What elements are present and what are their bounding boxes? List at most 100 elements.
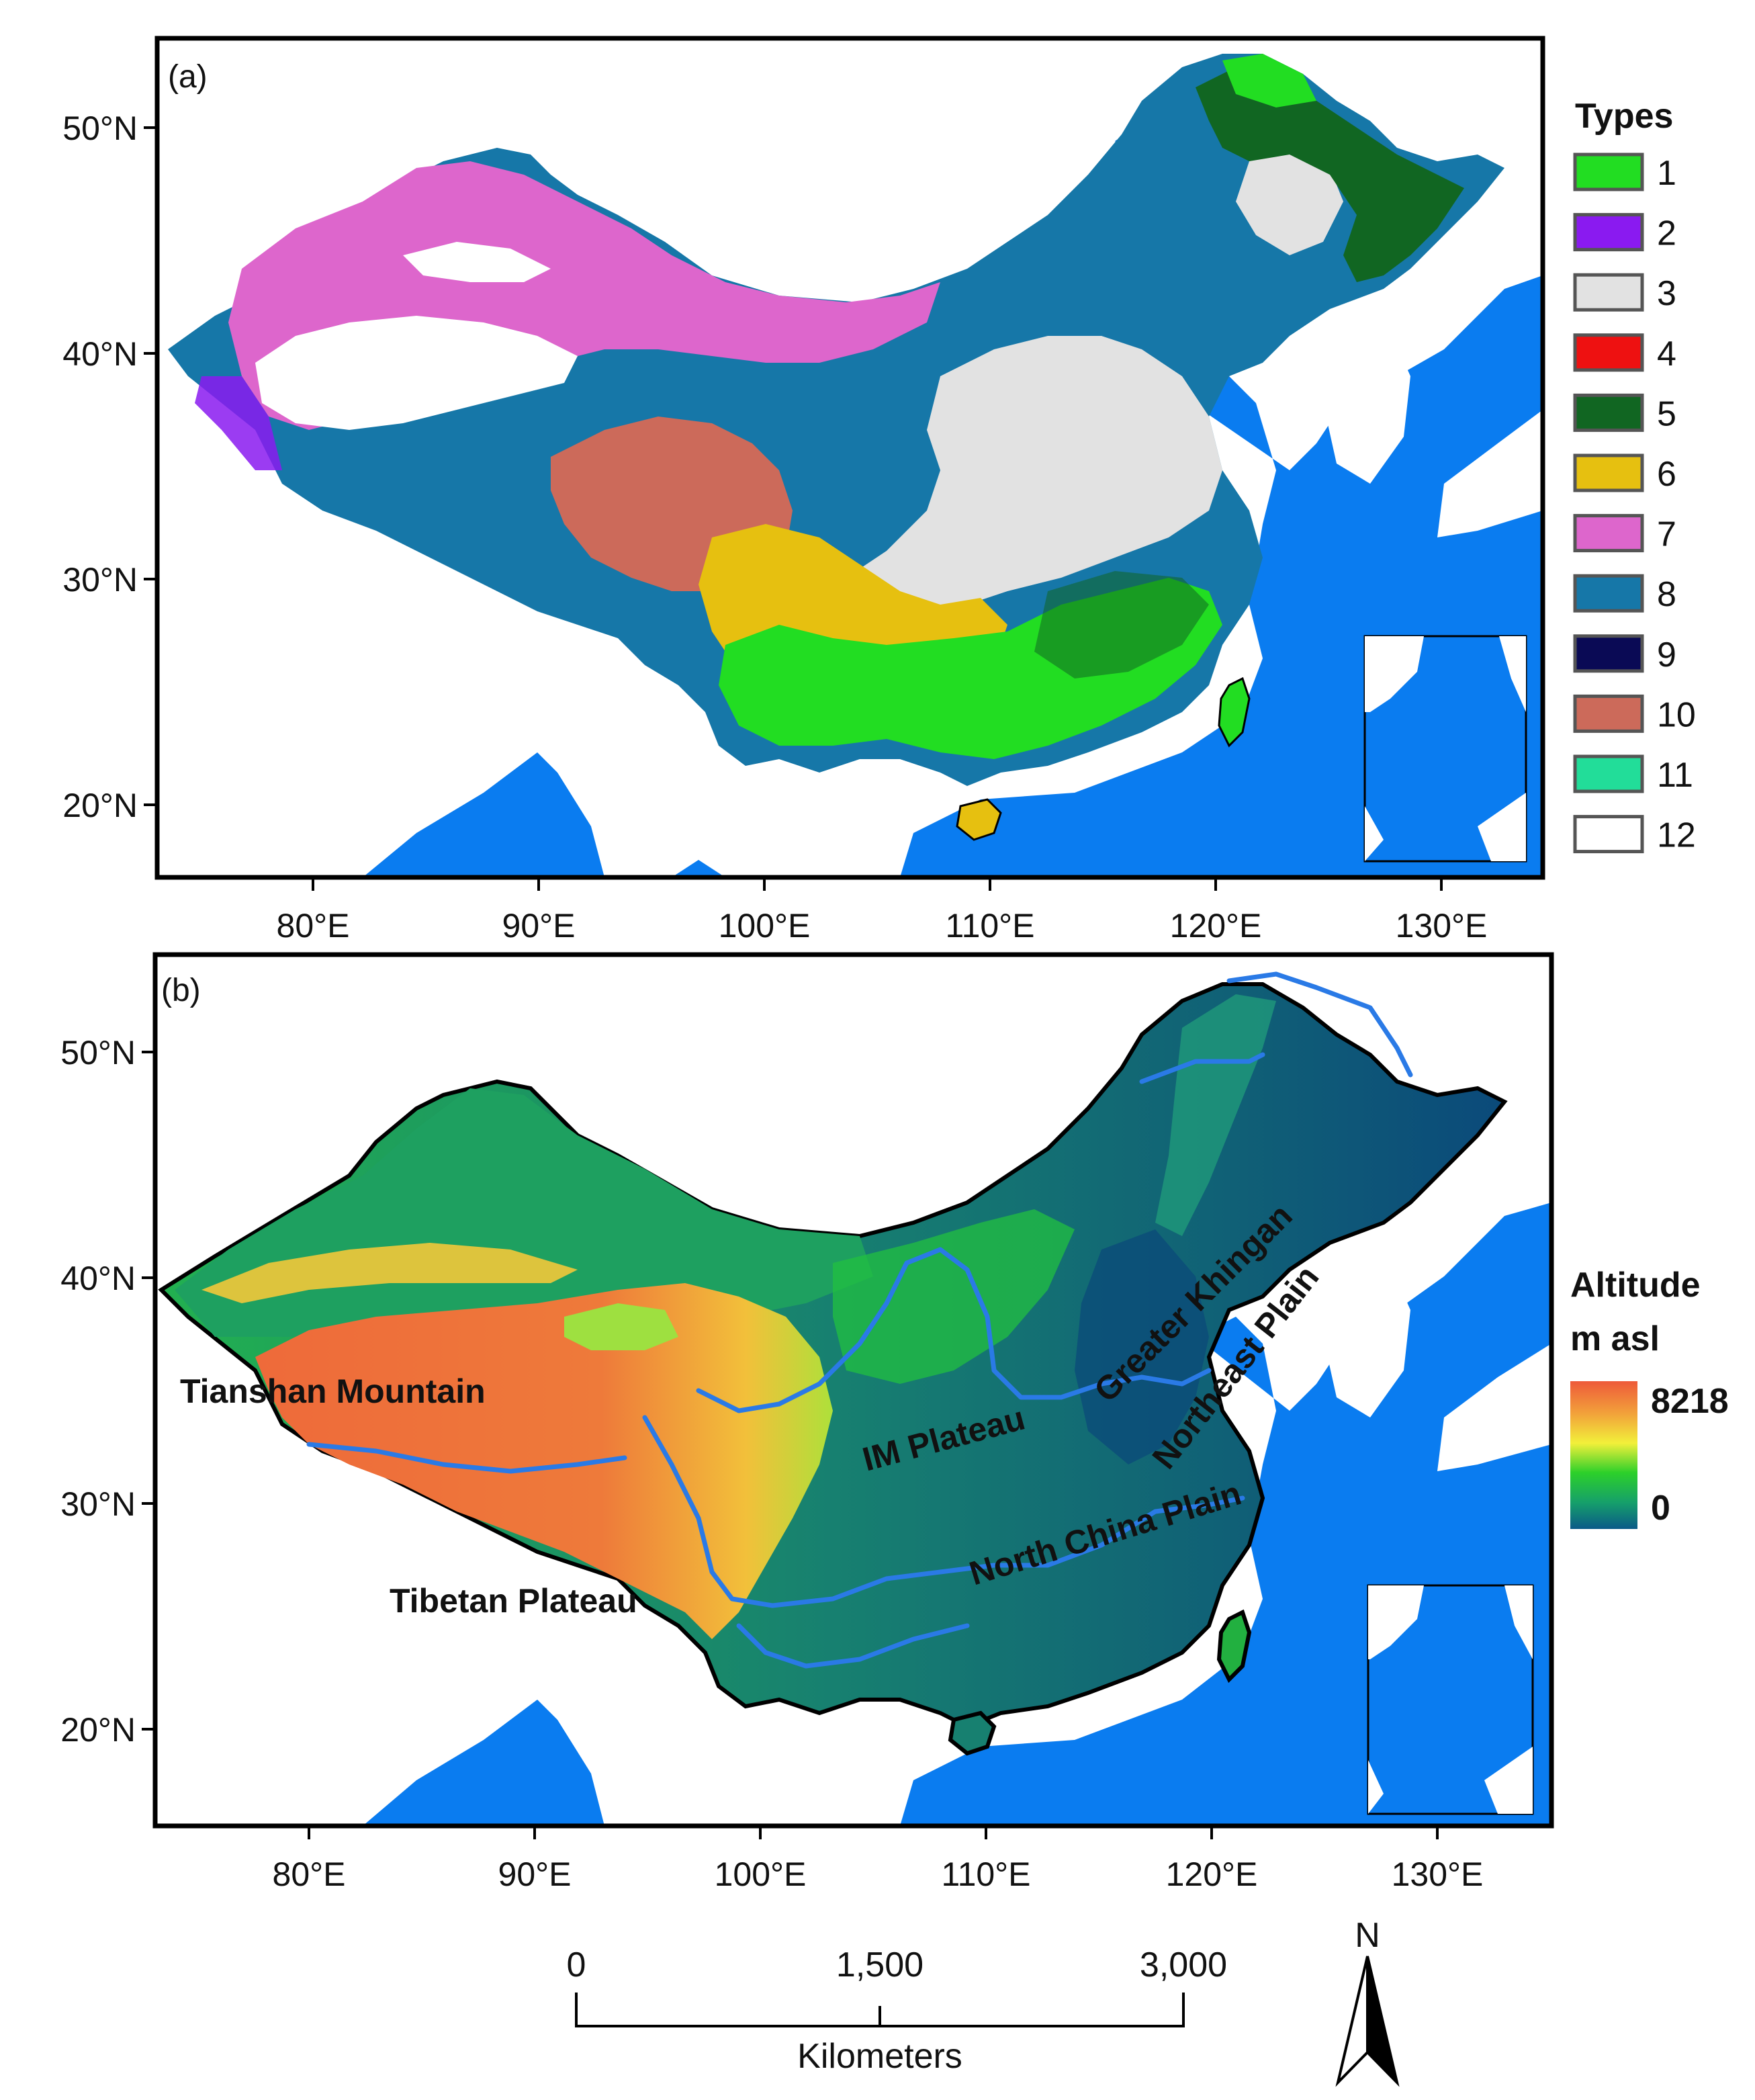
- panel-a-map: [168, 54, 1543, 877]
- tibetan-plateau: [255, 1283, 833, 1639]
- scale-bar-line: [575, 1993, 1185, 2027]
- rivers: [306, 971, 1413, 1669]
- hainan-a: [956, 798, 1002, 841]
- type3-north-china: [833, 336, 1222, 618]
- region-label-tianshan: Tianshan Mountain: [180, 1372, 486, 1410]
- lon-tick-label: 120°E: [1170, 907, 1262, 945]
- type5-northeast-forest: [1196, 67, 1464, 282]
- types-legend-label-9: 9: [1657, 636, 1676, 674]
- lon-tick-label: 90°E: [498, 1855, 572, 1893]
- types-legend-swatch-10: [1573, 694, 1644, 733]
- types-legend-swatch-5: [1573, 393, 1644, 432]
- types-legend-swatch-9: [1573, 634, 1644, 673]
- altitude-colorbar: [1570, 1381, 1637, 1529]
- types-legend-label-12: 12: [1657, 816, 1696, 855]
- panel-a-label: (a): [168, 59, 208, 95]
- types-legend-label-11: 11: [1657, 756, 1693, 795]
- land-japan: [1437, 410, 1543, 537]
- north-arrow-left-half: [1335, 1956, 1369, 2087]
- type5-southeast-mix: [1034, 571, 1209, 679]
- panel-b-lon-axis: 80°E 90°E 100°E 110°E 120°E 130°E: [273, 1826, 1484, 1893]
- north-label: N: [1355, 1916, 1380, 1955]
- qaidam-basin: [564, 1303, 678, 1350]
- panel-a: (a) 50°N 40°N 30°N 20°N 80°E 90°E 100°E …: [62, 36, 1696, 945]
- north-arrow-right-half: [1366, 1956, 1400, 2087]
- lon-tick-label: 80°E: [273, 1855, 346, 1893]
- tianshan-range: [201, 1243, 578, 1303]
- taiwan-a: [1218, 676, 1251, 748]
- east-lowland: [1075, 1229, 1209, 1464]
- types-legend-title: Types: [1575, 97, 1673, 136]
- lon-tick-label: 90°E: [502, 907, 576, 945]
- lat-tick-label: 40°N: [60, 1260, 136, 1297]
- lon-tick-label: 110°E: [941, 1855, 1030, 1893]
- panel-b-lat-axis: 50°N 40°N 30°N 20°N: [60, 1034, 155, 1749]
- types-legend-label-3: 3: [1657, 274, 1676, 313]
- types-legend-label-5: 5: [1657, 394, 1676, 433]
- ocean-south-west: [363, 752, 604, 877]
- panel-a-frame: [154, 36, 1545, 880]
- land-korea-b: [1323, 1250, 1410, 1417]
- types-legend-label-1: 1: [1657, 154, 1676, 193]
- altitude-legend-unit: m asl: [1570, 1319, 1660, 1358]
- types-legend-swatch-2: [1573, 213, 1644, 252]
- land-korea: [1323, 316, 1410, 484]
- lat-tick-label: 30°N: [60, 1485, 136, 1523]
- types-legend-label-6: 6: [1657, 455, 1676, 494]
- types-legend-swatch-7: [1573, 514, 1644, 553]
- panel-b-frame: [152, 952, 1554, 1829]
- panel-b-label: (b): [161, 973, 201, 1008]
- type2-west-tibet: [195, 376, 282, 470]
- lon-tick-label: 130°E: [1392, 1855, 1484, 1893]
- altitude-legend-title: Altitude: [1570, 1266, 1701, 1305]
- scale-bar: 0 1,500 3,000 Kilometers: [567, 1945, 1228, 2076]
- scale-label-1500: 1,500: [836, 1945, 924, 1984]
- lat-tick-label: 50°N: [60, 1034, 136, 1071]
- types-legend-swatch-11: [1573, 754, 1644, 793]
- lon-tick-label: 80°E: [277, 907, 350, 945]
- lat-tick-label: 50°N: [62, 110, 138, 147]
- panel-b-map: [158, 971, 1551, 1826]
- panel-a-lat-axis: 50°N 40°N 30°N 20°N: [62, 110, 157, 824]
- im-plateau: [833, 1209, 1075, 1384]
- types-legend-label-10: 10: [1657, 695, 1696, 734]
- scale-label-3000: 3,000: [1140, 1945, 1227, 1984]
- lat-tick-label: 40°N: [62, 335, 138, 373]
- region-label-tibetan: Tibetan Plateau: [390, 1582, 637, 1620]
- types-legend-swatch-8: [1573, 574, 1644, 613]
- types-legend-swatch-3: [1573, 273, 1644, 312]
- altitude-min-label: 0: [1651, 1489, 1670, 1528]
- type12-taklamakan: [255, 316, 578, 430]
- greater-khingan: [1155, 994, 1276, 1236]
- lat-tick-label: 20°N: [60, 1711, 136, 1749]
- lon-tick-label: 120°E: [1166, 1855, 1258, 1893]
- lon-tick-label: 100°E: [719, 907, 811, 945]
- lat-tick-label: 30°N: [62, 561, 138, 599]
- lon-tick-label: 110°E: [945, 907, 1034, 945]
- panel-b: (b) Tianshan Mountain Tibetan Plateau IM…: [60, 952, 1729, 1893]
- inset-map-a: [1363, 635, 1527, 863]
- hainan-b: [948, 1710, 997, 1756]
- types-legend-swatch-4: [1573, 333, 1644, 372]
- land-japan-b: [1437, 1344, 1551, 1471]
- scale-unit: Kilometers: [797, 2037, 962, 2076]
- types-legend-swatch-12: [1573, 815, 1644, 854]
- types-legend-label-8: 8: [1657, 575, 1676, 614]
- lat-tick-label: 20°N: [62, 787, 138, 824]
- types-legend-swatch-6: [1573, 453, 1644, 492]
- type1-northeast-green: [1222, 54, 1316, 107]
- scale-label-0: 0: [567, 1945, 586, 1984]
- altitude-max-label: 8218: [1651, 1382, 1729, 1421]
- type12-junggar: [403, 242, 551, 282]
- altitude-legend: Altitude m asl 8218 0: [1570, 1266, 1729, 1529]
- taiwan-b: [1216, 1609, 1252, 1683]
- lon-tick-label: 130°E: [1396, 907, 1488, 945]
- type3-northeast: [1236, 148, 1343, 255]
- ocean-south-west-b: [363, 1700, 604, 1826]
- ocean-bay-of-bengal-east: [672, 860, 725, 877]
- panel-a-lon-axis: 80°E 90°E 100°E 110°E 120°E 130°E: [277, 877, 1488, 945]
- inset-map-b: [1367, 1584, 1534, 1815]
